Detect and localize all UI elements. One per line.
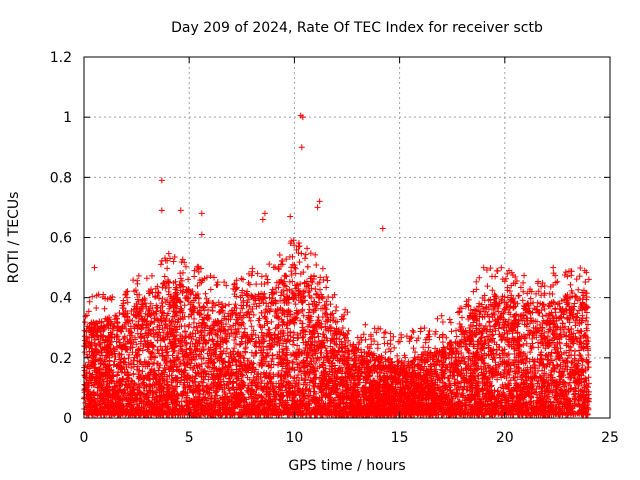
roti-outlier-point [177,207,184,214]
roti-outlier-point [434,315,441,322]
roti-outlier-point [91,264,98,271]
roti-outlier-point [550,264,557,271]
y-tick-label: 0.6 [50,231,72,247]
roti-outlier-point [298,144,305,151]
roti-outlier-point [158,177,165,184]
y-tick-label: 0.4 [50,291,72,307]
roti-outlier-point [198,231,205,238]
y-tick-labels: 0 0.2 0.4 0.6 0.8 1 1.2 [50,50,72,427]
chart-title: Day 209 of 2024, Rate Of TEC Index for r… [171,20,543,36]
x-tick-label: 25 [601,430,619,446]
y-tick-label: 0.8 [50,170,72,186]
y-tick-label: 0 [63,411,72,427]
roti-outlier-point [581,267,588,274]
x-tick-label: 20 [496,430,514,446]
x-tick-labels: 0 5 10 15 20 25 [80,430,619,446]
roti-outlier-point [379,225,386,232]
x-axis-label: GPS time / hours [288,458,405,474]
x-tick-label: 5 [185,430,194,446]
axis-ticks [83,56,611,419]
data-points [81,112,592,418]
x-tick-label: 15 [391,430,409,446]
x-tick-label: 0 [80,430,89,446]
roti-outlier-point [198,210,205,217]
y-tick-label: 1.2 [50,50,72,66]
roti-outlier-point [158,207,165,214]
y-tick-label: 0.2 [50,351,72,367]
roti-point-cloud [81,237,592,418]
roti-outlier-point [259,216,266,223]
y-axis-label: ROTI / TECUs [6,192,22,284]
roti-outlier-point [261,210,268,217]
roti-outlier-point [287,213,294,220]
roti-outlier-point [506,267,513,274]
roti-outlier-point [316,198,323,205]
roti-outlier-point [299,114,306,121]
x-tick-label: 10 [285,430,303,446]
roti-outlier-point [314,204,321,211]
y-tick-label: 1 [63,110,72,126]
roti-outlier-point [438,312,445,319]
roti-outlier-point [480,264,487,271]
